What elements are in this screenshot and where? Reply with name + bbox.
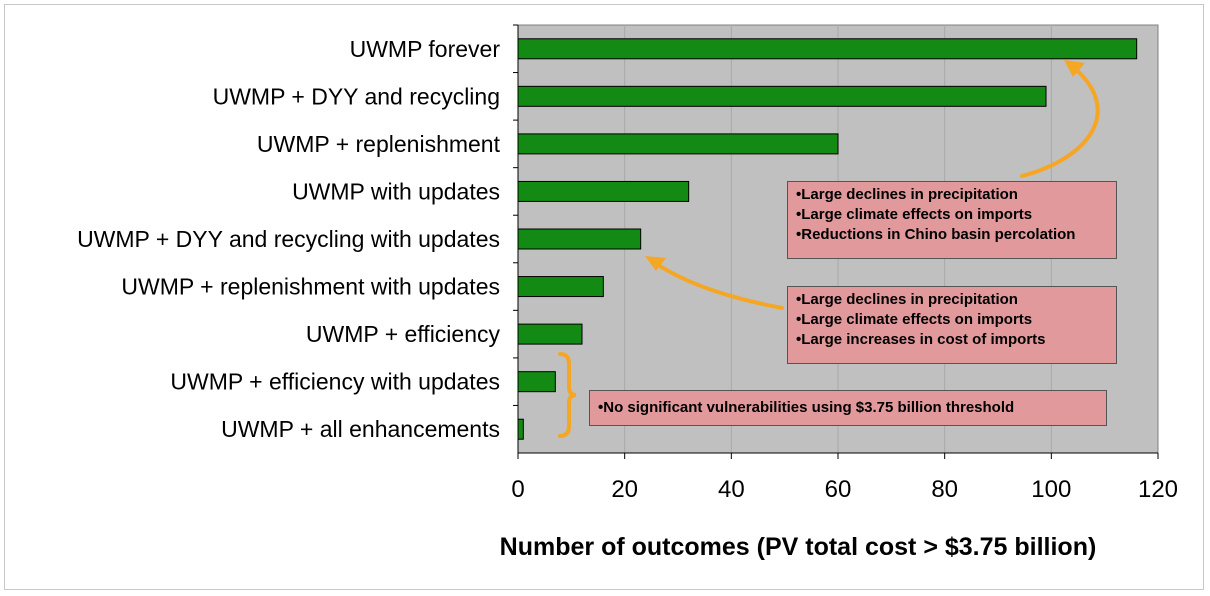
category-label: UWMP + replenishment — [257, 131, 501, 157]
bar — [517, 276, 604, 298]
category-label: UWMP with updates — [292, 178, 500, 204]
annotation-note-2: •Large declines in precipitation •Large … — [787, 286, 1117, 364]
x-tick-label: 80 — [931, 476, 958, 503]
x-tick-label: 20 — [611, 476, 638, 503]
x-tick-label: 60 — [825, 476, 852, 503]
note-3-line-1: •No significant vulnerabilities using $3… — [598, 399, 1015, 416]
bar — [517, 418, 524, 440]
note-1-line-2: •Large climate effects on imports — [796, 206, 1033, 223]
note-2-line-1: •Large declines in precipitation — [796, 291, 1018, 308]
bar — [517, 180, 690, 202]
category-label: UWMP + replenishment with updates — [121, 274, 500, 300]
x-tick-label: 0 — [511, 476, 524, 503]
bars — [517, 38, 1138, 440]
category-label: UWMP + efficiency — [306, 321, 501, 347]
note-2-line-3: •Large increases in cost of imports — [796, 331, 1046, 348]
bar — [517, 323, 583, 345]
note-1-line-3: •Reductions in Chino basin percolation — [796, 226, 1076, 243]
arrowhead-2 — [645, 256, 666, 271]
bar — [517, 85, 1047, 107]
note-1-line-1: •Large declines in precipitation — [796, 186, 1018, 203]
annotation-note-1: •Large declines in precipitation •Large … — [787, 181, 1117, 259]
annotation-note-3: •No significant vulnerabilities using $3… — [589, 390, 1107, 426]
category-label: UWMP + all enhancements — [221, 416, 500, 442]
category-label: UWMP + efficiency with updates — [170, 369, 500, 395]
x-tick-label: 40 — [718, 476, 745, 503]
category-label: UWMP forever — [350, 36, 501, 62]
arrow-to-uwmp-forever — [1020, 64, 1100, 178]
bar — [517, 228, 642, 250]
arrow-to-dyy-updates — [650, 259, 784, 310]
bar — [517, 38, 1138, 60]
x-tick-label: 100 — [1031, 476, 1071, 503]
arrowheads — [645, 60, 1085, 271]
note-2-line-2: •Large climate effects on imports — [796, 311, 1033, 328]
category-labels: UWMP forever UWMP + DYY and recycling UWMP… — [77, 24, 519, 453]
bar — [517, 371, 556, 393]
brace-efficiency-enhancements — [558, 352, 577, 438]
x-axis-title: Number of outcomes (PV total cost > $3.7… — [500, 533, 1097, 561]
bar — [517, 133, 839, 155]
annotation-arrows — [558, 64, 1100, 438]
category-label: UWMP + DYY and recycling — [213, 83, 500, 109]
x-tick-label: 120 — [1138, 476, 1178, 503]
category-label: UWMP + DYY and recycling with updates — [77, 226, 500, 252]
x-tick-labels: 0 20 40 60 80 100 120 — [511, 452, 1178, 503]
arrowhead-1 — [1064, 60, 1085, 77]
